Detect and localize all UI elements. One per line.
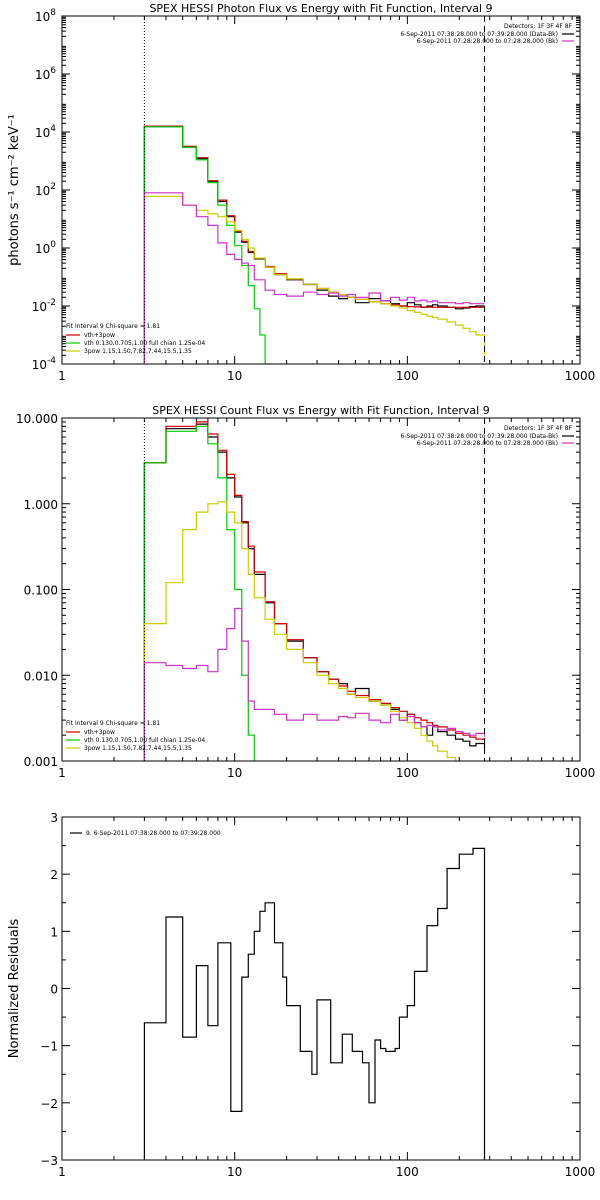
plot-frame xyxy=(61,15,581,365)
count-flux-panel: SPEX HESSI Count Flux vs Energy with Fit… xyxy=(16,404,596,780)
y-tick-base: 10 xyxy=(35,242,50,256)
y-tick-exponent: 2 xyxy=(50,182,56,192)
y-tick-label: 1.000 xyxy=(24,498,58,512)
series-bk-line xyxy=(143,607,486,761)
series-group xyxy=(143,847,486,1160)
series-vth-line xyxy=(143,425,255,761)
y-tick-label: 3 xyxy=(50,811,58,825)
series-group xyxy=(143,125,486,364)
y-tick-exponent: 8 xyxy=(50,8,56,18)
y-tick-label: 10.000 xyxy=(16,412,58,426)
y-tick-exponent: -4 xyxy=(47,356,56,366)
series-group xyxy=(143,421,486,761)
y-tick-base: 10 xyxy=(35,126,50,140)
photon-flux-panel: SPEX HESSI Photon Flux vs Energy with Fi… xyxy=(7,2,596,383)
y-tick-label: 0.100 xyxy=(24,584,58,598)
series-bk-line xyxy=(143,192,485,364)
y-tick-base: 10 xyxy=(32,300,47,314)
y-tick-label: 10-2 xyxy=(32,298,56,314)
x-tick-label: 1 xyxy=(58,766,66,780)
chart-title: SPEX HESSI Count Flux vs Energy with Fit… xyxy=(152,404,489,417)
y-tick-label: 104 xyxy=(35,124,56,140)
series-pow-line xyxy=(143,501,457,761)
legend-bottom-title: Fit Interval 9 Chi-square = 1.81 xyxy=(66,720,160,727)
x-tick-label: 100 xyxy=(396,766,419,780)
y-tick-exponent: 6 xyxy=(50,66,56,76)
legend-bottom-entry: vth+3pow xyxy=(84,729,115,736)
y-tick-label: 1 xyxy=(50,925,58,939)
x-tick-label: 10 xyxy=(227,369,242,383)
series-fit-line xyxy=(143,421,486,761)
legend-bottom-title: Fit Interval 9 Chi-square = 1.81 xyxy=(66,323,160,330)
legend-top-entry: 6-Sep-2011 07:38:28.000 to 07:39:28.000 … xyxy=(400,31,558,38)
y-tick-exponent: 4 xyxy=(50,124,56,134)
y-tick-base: 10 xyxy=(35,10,50,24)
x-tick-label: 10 xyxy=(227,766,242,780)
legend-residual-entry: 9. 6-Sep-2011 07:38:28.000 to 07:39:28.0… xyxy=(86,830,221,837)
y-tick-label: −1 xyxy=(40,1040,58,1054)
plot-frame xyxy=(61,417,581,762)
chart-title: SPEX HESSI Photon Flux vs Energy with Fi… xyxy=(149,2,492,15)
legend-top-entry: 6-Sep-2011 07:28:28.000 to 07:28:28.000 … xyxy=(417,440,558,447)
legend-bottom-entry: 3pow 1.15,1.50,7.82,7.44,15.5,1.35 xyxy=(84,745,192,752)
y-tick-label: 102 xyxy=(35,182,56,198)
y-tick-label: 2 xyxy=(50,868,58,882)
x-tick-label: 1000 xyxy=(565,766,596,780)
legend-top-entry: 6-Sep-2011 07:28:28.000 to 07:28:28.000 … xyxy=(417,38,558,45)
y-tick-base: 10 xyxy=(32,358,47,372)
y-tick-label: 0.001 xyxy=(24,755,58,769)
x-tick-label: 1 xyxy=(58,1165,66,1179)
y-axis-label: photons s⁻¹ cm⁻² keV⁻¹ xyxy=(7,114,22,266)
x-tick-label: 100 xyxy=(396,369,419,383)
y-tick-label: 0.010 xyxy=(24,669,58,683)
legend-bottom-entry: vth 0.130,0.705,1.00 full chian 1.25e-04 xyxy=(84,340,205,347)
y-tick-label: 100 xyxy=(35,240,56,256)
detectors-label: Detectors: 1F 3F 4F 8F xyxy=(504,23,573,30)
y-tick-base: 10 xyxy=(35,184,50,198)
y-tick-base: 10 xyxy=(35,68,50,82)
legend-bottom-entry: 3pow 1.15,1.50,7.82,7.44,15.5,1.35 xyxy=(84,348,192,355)
legend-top-entry: 6-Sep-2011 07:38:28.000 to 07:39:28.000 … xyxy=(400,433,558,440)
y-tick-label: −3 xyxy=(40,1154,58,1168)
y-tick-label: 0 xyxy=(50,983,58,997)
x-tick-label: 10 xyxy=(227,1165,242,1179)
x-tick-label: 100 xyxy=(396,1165,419,1179)
y-tick-exponent: 0 xyxy=(50,240,56,250)
legend-bottom-entry: vth+3pow xyxy=(84,332,115,339)
residuals-panel: 1 10 100 1000 −3 −2 −1 0 1 2 3 Normalized Residuals… xyxy=(7,811,595,1179)
series-residuals-line xyxy=(143,847,486,1160)
y-tick-label: 108 xyxy=(35,8,56,24)
y-tick-exponent: -2 xyxy=(47,298,56,308)
x-tick-label: 1000 xyxy=(565,1165,596,1179)
x-tick-label: 1000 xyxy=(565,369,596,383)
y-tick-label: −2 xyxy=(40,1097,58,1111)
plot-frame xyxy=(61,816,581,1161)
y-tick-label: 10-4 xyxy=(32,356,57,372)
y-axis-label: Normalized Residuals xyxy=(7,919,22,1059)
legend-bottom-entry: vth 0.130,0.705,1.00 full chian 1.25e-04 xyxy=(84,737,205,744)
detectors-label: Detectors: 1F 3F 4F 8F xyxy=(504,425,573,432)
x-tick-label: 1 xyxy=(58,369,66,383)
y-tick-label: 106 xyxy=(35,66,56,82)
